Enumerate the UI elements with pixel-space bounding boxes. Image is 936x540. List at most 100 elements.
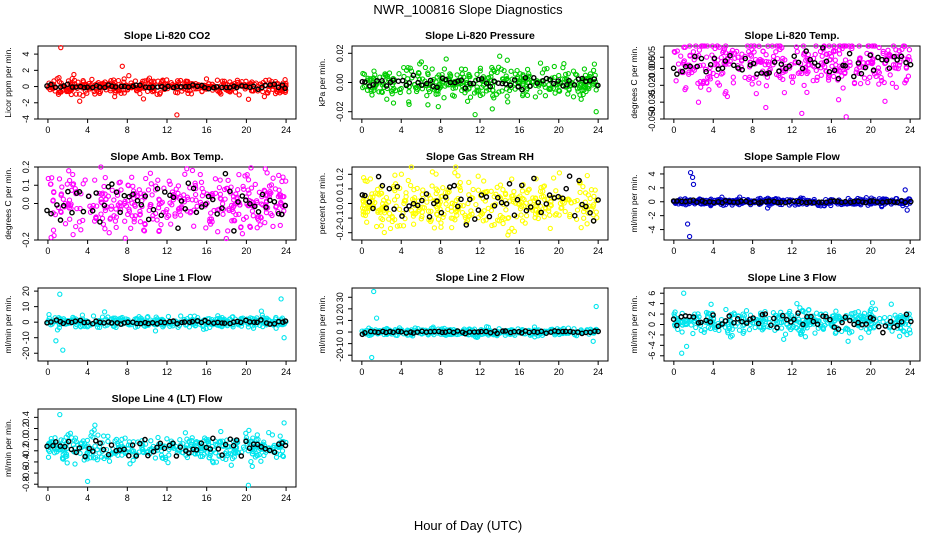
data-point (544, 196, 550, 202)
data-point (130, 83, 136, 90)
data-point (100, 433, 107, 439)
data-point (273, 204, 279, 210)
data-point (207, 446, 214, 452)
data-point (858, 335, 864, 341)
data-point (387, 225, 394, 232)
data-point (478, 76, 485, 82)
data-point (693, 324, 699, 331)
data-point (497, 195, 504, 201)
data-point (738, 198, 744, 204)
data-point (765, 59, 772, 65)
data-point (705, 324, 712, 330)
x-tick-label: 20 (241, 246, 251, 256)
data-point (252, 181, 258, 188)
data-point (59, 455, 66, 461)
data-point (236, 171, 242, 178)
data-point (491, 78, 497, 84)
data-point (84, 84, 91, 90)
x-tick-label: 12 (475, 367, 485, 377)
data-point (463, 219, 469, 226)
data-point (62, 221, 69, 227)
data-point (679, 350, 685, 356)
data-point (423, 80, 430, 87)
data-point (407, 182, 414, 189)
x-tick-label: 16 (826, 125, 836, 135)
data-point (85, 319, 91, 326)
data-point (130, 191, 136, 197)
points (359, 164, 601, 238)
data-point (126, 452, 132, 459)
data-point (759, 311, 766, 318)
y-tick-label: 2 (647, 312, 657, 317)
data-point (880, 329, 886, 336)
data-point (415, 79, 421, 86)
data-point (695, 319, 702, 326)
data-point (371, 87, 377, 93)
data-point (700, 62, 706, 68)
y-tick-label: -0.1 (335, 210, 345, 226)
data-point (254, 319, 260, 326)
data-point (362, 209, 368, 215)
data-point (778, 61, 785, 67)
data-point (804, 89, 810, 96)
data-point (245, 177, 252, 183)
data-point (68, 446, 75, 453)
data-point (172, 211, 178, 217)
data-point (266, 429, 272, 436)
y-tick-label: 0.0 (21, 433, 31, 446)
data-point (51, 450, 58, 456)
data-point (95, 432, 101, 438)
data-point (198, 440, 205, 447)
data-point (67, 202, 74, 209)
data-point (705, 310, 711, 316)
data-point (797, 305, 803, 311)
data-point (759, 327, 765, 333)
data-point (406, 203, 412, 209)
data-point (239, 231, 246, 237)
y-axis-label: Licor ppm per min. (3, 47, 13, 117)
y-tick-label: 0.0 (21, 197, 31, 210)
data-point (144, 314, 150, 321)
data-point (213, 84, 220, 90)
data-point (58, 192, 64, 198)
data-point (407, 329, 414, 335)
x-tick-label: 12 (787, 125, 797, 135)
data-point (50, 197, 56, 203)
data-point (137, 90, 143, 97)
data-point (133, 453, 140, 459)
data-point (168, 80, 174, 86)
data-point (487, 329, 494, 336)
data-point (576, 180, 583, 186)
data-point (86, 445, 92, 452)
x-tick-label: 8 (750, 125, 755, 135)
data-point (812, 330, 818, 336)
data-point (441, 95, 447, 101)
data-point (735, 54, 741, 60)
y-tick-label: 4 (647, 301, 657, 306)
data-point (279, 82, 286, 88)
panel-title: Slope Line 4 (LT) Flow (112, 393, 223, 405)
data-point (739, 318, 745, 325)
data-point (258, 308, 265, 314)
data-point (537, 89, 543, 95)
data-point (491, 202, 498, 209)
x-tick-label: 16 (514, 367, 524, 377)
data-point (437, 84, 444, 90)
data-point (235, 187, 241, 193)
data-point (509, 176, 515, 182)
x-tick-label: 20 (554, 367, 564, 377)
data-point (80, 438, 86, 444)
data-point (899, 46, 905, 53)
data-point (50, 318, 57, 324)
data-point (840, 62, 846, 69)
data-point (185, 180, 192, 186)
data-point (282, 77, 288, 83)
data-point (165, 313, 172, 320)
data-point (694, 54, 700, 60)
data-point (384, 96, 390, 102)
data-point (219, 205, 225, 211)
data-point (474, 89, 480, 95)
data-point (859, 199, 866, 205)
x-tick-label: 4 (711, 125, 716, 135)
